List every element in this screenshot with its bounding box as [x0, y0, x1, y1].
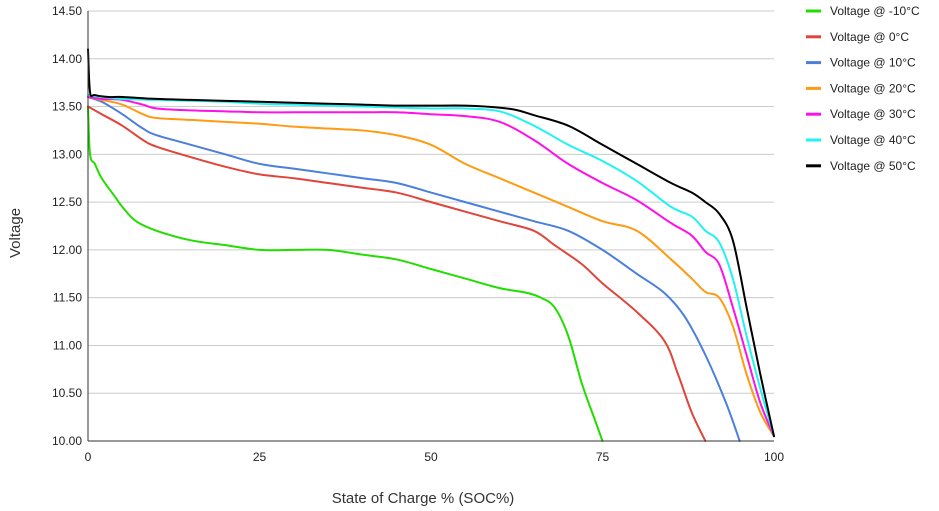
legend-label: Voltage @ 30°C	[830, 107, 916, 121]
series-line-0	[87, 105, 604, 442]
y-tick-label: 11.00	[53, 338, 82, 352]
series-line-6	[87, 48, 775, 438]
x-axis-title: State of Charge % (SOC%)	[332, 490, 515, 507]
gridlines	[88, 10, 774, 442]
y-tick-label: 10.50	[52, 386, 82, 400]
series-line-5	[87, 94, 775, 438]
legend: Voltage @ -10°C Voltage @ 0°C Voltage @ 10…	[806, 4, 920, 173]
y-tick-label: 12.50	[52, 195, 82, 209]
y-tick-label: 11.50	[53, 291, 82, 305]
x-tick-label: 100	[764, 450, 784, 464]
y-tick-label: 13.00	[52, 147, 82, 161]
x-tick-label: 25	[253, 450, 267, 464]
series-line-4	[87, 96, 775, 438]
series-line-1	[87, 105, 707, 442]
axes	[87, 11, 774, 442]
legend-label: Voltage @ 40°C	[830, 133, 916, 147]
y-tick-label: 14.50	[52, 4, 82, 18]
legend-label: Voltage @ 20°C	[830, 81, 916, 95]
y-tick-labels: 10.00 10.50 11.00 11.50 12.00 12.50 13.00 13.50…	[52, 4, 82, 448]
series-lines	[87, 48, 775, 442]
legend-label: Voltage @ 50°C	[830, 159, 916, 173]
x-tick-label: 75	[596, 450, 610, 464]
y-tick-label: 12.00	[52, 243, 82, 257]
series-line-3	[87, 96, 775, 438]
legend-label: Voltage @ -10°C	[830, 4, 920, 18]
series-line-2	[87, 96, 741, 442]
y-axis-title: Voltage	[7, 208, 24, 258]
y-tick-label: 14.00	[52, 52, 82, 66]
legend-label: Voltage @ 0°C	[830, 30, 909, 44]
x-tick-labels: 0 25 50 75 100	[85, 450, 785, 464]
legend-label: Voltage @ 10°C	[830, 56, 916, 70]
y-tick-label: 13.50	[52, 100, 82, 114]
x-tick-label: 0	[85, 450, 92, 464]
y-tick-label: 10.00	[52, 434, 82, 448]
x-tick-label: 50	[424, 450, 438, 464]
